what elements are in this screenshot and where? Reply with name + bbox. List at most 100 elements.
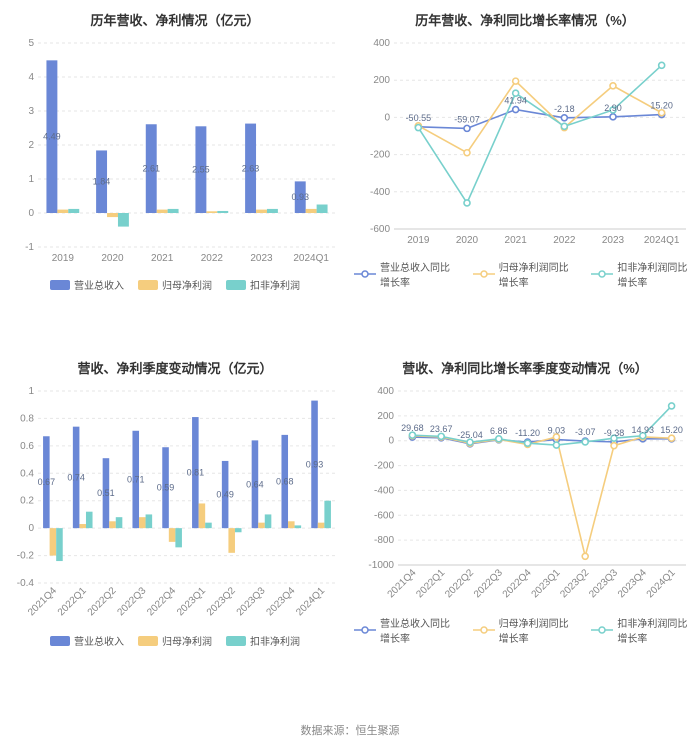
chart1-legend: 营业总收入归母净利润扣非净利润	[4, 273, 346, 296]
line-series	[418, 65, 661, 203]
value-label: -11.20	[515, 428, 540, 438]
svg-text:-1000: -1000	[368, 560, 394, 571]
value-label: 29.68	[401, 423, 424, 433]
line-series	[412, 436, 671, 557]
line-marker	[438, 433, 444, 439]
value-label: 0.51	[97, 488, 115, 498]
value-label: 2.63	[242, 163, 260, 173]
svg-text:-0.4: -0.4	[17, 578, 35, 589]
legend-item: 扣非净利润	[226, 633, 300, 648]
value-label: 1.84	[93, 177, 111, 187]
svg-text:2024Q1: 2024Q1	[645, 567, 678, 600]
panel-annual-values: 历年营收、净利情况（亿元） -1012345201920202021202220…	[4, 4, 346, 344]
svg-text:5: 5	[28, 38, 34, 49]
bar	[139, 517, 146, 528]
value-label: -50.55	[406, 113, 432, 123]
legend-swatch	[138, 280, 158, 290]
bar	[217, 211, 228, 213]
legend-label: 归母净利润同比增长率	[499, 259, 578, 289]
svg-text:2021Q4: 2021Q4	[26, 585, 59, 618]
bar-chart: -0.4-0.200.20.40.60.812021Q42022Q12022Q2…	[4, 381, 344, 629]
bar	[56, 528, 63, 561]
legend-marker	[473, 269, 495, 279]
legend-item: 归母净利润	[138, 633, 212, 648]
bar	[116, 517, 123, 528]
line-marker	[513, 107, 519, 113]
svg-text:2020: 2020	[101, 253, 124, 264]
svg-text:1: 1	[28, 386, 34, 397]
svg-text:0: 0	[28, 523, 34, 534]
svg-text:2021: 2021	[151, 253, 174, 264]
line-marker	[553, 442, 559, 448]
value-label: 0.59	[157, 483, 175, 493]
bar	[235, 528, 242, 532]
line-marker	[496, 436, 502, 442]
svg-text:400: 400	[373, 38, 390, 49]
line-marker	[610, 114, 616, 120]
value-label: 9.03	[548, 426, 566, 436]
svg-text:200: 200	[377, 411, 394, 422]
svg-text:2023Q3: 2023Q3	[235, 585, 268, 618]
svg-text:-800: -800	[374, 535, 394, 546]
svg-text:2020: 2020	[456, 235, 479, 246]
legend-swatch	[226, 280, 246, 290]
svg-text:2023Q1: 2023Q1	[175, 585, 208, 618]
legend-item: 营业总收入同比增长率	[354, 259, 459, 289]
legend-label: 营业总收入	[74, 277, 124, 292]
legend-marker	[354, 269, 376, 279]
legend-label: 归母净利润同比增长率	[499, 615, 578, 645]
line-marker	[582, 553, 588, 559]
svg-text:2023Q2: 2023Q2	[558, 567, 591, 600]
value-label: 0.67	[38, 477, 56, 487]
line-marker	[610, 83, 616, 89]
line-chart: -1000-800-600-400-20002004002021Q42022Q1…	[354, 381, 694, 611]
svg-text:2024Q1: 2024Q1	[644, 235, 680, 246]
bar	[265, 514, 272, 528]
line-marker	[464, 200, 470, 206]
bar	[228, 528, 235, 553]
bar	[199, 503, 206, 528]
line-marker	[415, 125, 421, 131]
svg-text:2023Q1: 2023Q1	[530, 567, 563, 600]
svg-text:0.4: 0.4	[20, 468, 34, 479]
legend-label: 营业总收入同比增长率	[380, 259, 459, 289]
svg-text:2023Q3: 2023Q3	[587, 567, 620, 600]
svg-text:2024Q1: 2024Q1	[293, 253, 329, 264]
line-marker	[561, 123, 567, 129]
legend-item: 营业总收入	[50, 277, 124, 292]
bar-chart: -1012345201920202021202220232024Q14.491.…	[4, 33, 344, 273]
chart4-plot: -1000-800-600-400-20002004002021Q42022Q1…	[354, 381, 696, 611]
chart1-plot: -1012345201920202021202220232024Q14.491.…	[4, 33, 346, 273]
legend-label: 归母净利润	[162, 277, 212, 292]
chart4-title: 营收、净利同比增长率季度变动情况（%）	[354, 352, 696, 381]
panel-quarterly-growth: 营收、净利同比增长率季度变动情况（%） -1000-800-600-400-20…	[354, 352, 696, 712]
value-label: 15.20	[660, 425, 683, 435]
bar	[317, 205, 328, 214]
value-label: 0.93	[291, 192, 309, 202]
legend-marker	[591, 625, 613, 635]
bar	[68, 209, 79, 213]
bar	[306, 209, 317, 213]
svg-text:2022Q2: 2022Q2	[86, 585, 119, 618]
bar	[267, 209, 278, 213]
line-marker	[669, 435, 675, 441]
bar	[324, 501, 331, 528]
legend-swatch	[50, 280, 70, 290]
svg-text:-0.2: -0.2	[17, 551, 35, 562]
bar	[258, 523, 265, 528]
svg-text:0: 0	[28, 208, 34, 219]
svg-text:200: 200	[373, 75, 390, 86]
svg-text:0.2: 0.2	[20, 496, 34, 507]
svg-text:0: 0	[388, 436, 394, 447]
line-marker	[467, 439, 473, 445]
chart3-plot: -0.4-0.200.20.40.60.812021Q42022Q12022Q2…	[4, 381, 346, 629]
bar	[86, 512, 93, 528]
value-label: 41.94	[504, 96, 527, 106]
legend-label: 扣非净利润同比增长率	[617, 259, 696, 289]
svg-text:-600: -600	[370, 224, 390, 235]
svg-text:2023Q2: 2023Q2	[205, 585, 238, 618]
value-label: 0.68	[276, 477, 294, 487]
value-label: 2.61	[142, 164, 160, 174]
svg-text:2021: 2021	[505, 235, 528, 246]
value-label: 6.86	[490, 426, 508, 436]
